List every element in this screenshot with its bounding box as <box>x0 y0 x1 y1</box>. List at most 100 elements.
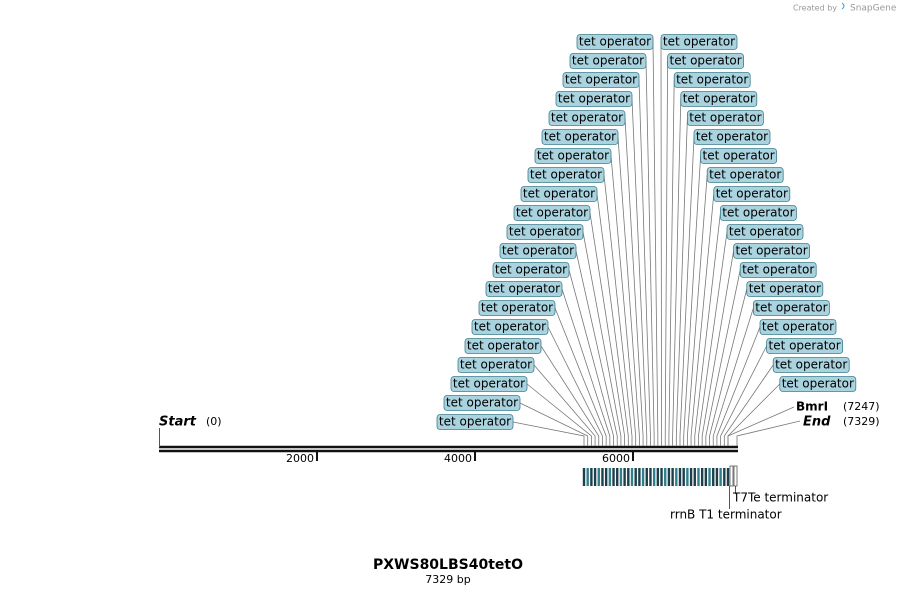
feature-glyph <box>678 468 682 486</box>
feature-glyph <box>586 468 589 486</box>
feature-glyph <box>693 468 696 486</box>
feature-label: tet operator <box>742 263 814 277</box>
feature-lead <box>575 250 618 446</box>
feature-lead <box>540 345 600 446</box>
feature-lead <box>596 193 629 446</box>
feature-glyph <box>689 468 693 486</box>
feature-glyph <box>708 468 711 486</box>
feature-label-box <box>700 148 777 164</box>
feature-label: tet operator <box>775 358 847 372</box>
feature-glyph <box>675 468 678 486</box>
feature-glyph <box>593 468 597 486</box>
feature-lead <box>664 60 668 446</box>
map-subtitle: 7329 bp <box>425 573 470 586</box>
feature-lead <box>638 79 651 446</box>
feature-lead <box>526 383 592 446</box>
feature-label-box <box>520 186 598 202</box>
feature-lead <box>582 231 622 446</box>
feature-glyph <box>590 468 593 486</box>
feature-lead <box>617 136 640 446</box>
feature-label-box <box>687 110 764 126</box>
feature-lead <box>652 41 659 446</box>
ruler-label: 4000 <box>444 452 472 465</box>
feature-lead <box>716 326 761 446</box>
feature-glyph <box>667 468 671 486</box>
feature-lead <box>660 41 662 446</box>
feature-lead <box>698 231 728 446</box>
feature-lead <box>727 383 781 446</box>
feature-lead <box>720 345 767 446</box>
feature-label-box <box>527 167 605 183</box>
feature-lead <box>512 421 585 446</box>
end-position: (7329) <box>843 415 880 428</box>
feature-glyph <box>723 468 726 486</box>
ruler-label: 2000 <box>286 452 314 465</box>
start-label: Start <box>159 415 197 430</box>
feature-glyph <box>671 468 674 486</box>
feature-label-box <box>457 357 535 373</box>
feature-glyph <box>627 468 630 486</box>
feature-glyph <box>700 468 704 486</box>
feature-label: tet operator <box>565 73 637 87</box>
feature-glyph <box>616 468 619 486</box>
feature-label: tet operator <box>709 168 781 182</box>
feature-label-box <box>576 34 654 50</box>
feature-label-box <box>726 224 804 240</box>
feature-label: tet operator <box>530 168 602 182</box>
feature-label-box <box>753 300 830 316</box>
feature-glyph <box>726 468 730 486</box>
map-title: PXWS80LBS40tetO <box>373 557 523 573</box>
feature-lead <box>683 155 701 446</box>
feature-label: tet operator <box>683 92 755 106</box>
feature-label-box <box>739 262 817 278</box>
feature-glyph <box>704 468 708 486</box>
feature-label: tet operator <box>523 187 595 201</box>
terminator-glyph <box>729 465 734 487</box>
feature-label: tet operator <box>735 244 807 258</box>
feature-label-box <box>779 376 857 392</box>
feature-label: tet operator <box>537 149 609 163</box>
feature-lead <box>554 307 607 446</box>
feature-lead <box>686 174 708 446</box>
feature-glyph <box>686 468 689 486</box>
feature-glyph <box>712 468 715 486</box>
feature-lead <box>568 269 614 446</box>
feature-lead <box>610 155 637 446</box>
feature-label: tet operator <box>474 320 546 334</box>
feature-label-box <box>450 376 528 392</box>
watermark-brand: SnapGene <box>850 4 897 14</box>
feature-label-box <box>569 53 647 69</box>
feature-label-box <box>667 53 744 69</box>
feature-label: tet operator <box>663 35 735 49</box>
terminator-label: T7Te terminator <box>732 491 828 505</box>
feature-glyph <box>649 468 652 486</box>
feature-lead <box>705 269 741 446</box>
feature-lead <box>624 117 644 446</box>
feature-label-box <box>720 205 797 221</box>
feature-glyph <box>664 468 667 486</box>
feature-lead <box>603 174 633 446</box>
feature-label: tet operator <box>716 187 788 201</box>
feature-label-box <box>499 243 577 259</box>
feature-label-box <box>706 167 784 183</box>
feature-lead <box>519 402 589 446</box>
feature-lead <box>672 98 682 446</box>
feature-glyph <box>582 468 586 486</box>
feature-glyph <box>645 468 648 486</box>
feature-label: tet operator <box>768 339 840 353</box>
feature-label-box <box>464 338 542 354</box>
watermark-icon <box>841 2 845 10</box>
feature-glyph <box>608 468 612 486</box>
watermark-prefix: Created by <box>793 4 837 13</box>
feature-label: tet operator <box>572 54 644 68</box>
feature-label: tet operator <box>689 111 761 125</box>
feature-label: tet operator <box>782 377 854 391</box>
feature-label-box <box>506 224 584 240</box>
feature-label-box <box>766 338 843 354</box>
feature-label: tet operator <box>495 263 567 277</box>
feature-lead <box>709 288 748 446</box>
feature-glyph <box>601 468 604 486</box>
feature-label: tet operator <box>488 282 560 296</box>
feature-glyph <box>619 468 623 486</box>
feature-lead <box>645 60 655 446</box>
